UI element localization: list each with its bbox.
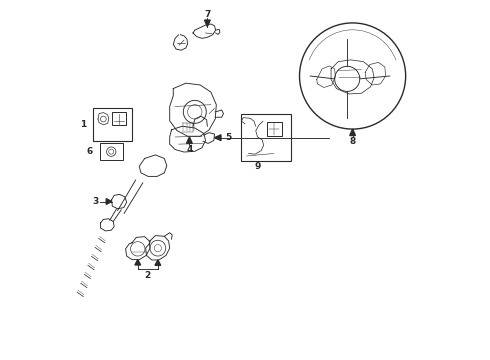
- Polygon shape: [106, 199, 112, 204]
- Text: 2: 2: [145, 270, 151, 279]
- Bar: [267, 122, 282, 136]
- Polygon shape: [155, 260, 161, 265]
- Polygon shape: [135, 260, 141, 265]
- Text: 7: 7: [204, 10, 211, 19]
- Bar: [93, 108, 132, 140]
- Bar: [100, 143, 123, 160]
- Bar: [112, 112, 126, 126]
- Text: 1: 1: [80, 120, 86, 129]
- Bar: [242, 114, 291, 161]
- Text: 6: 6: [87, 147, 93, 156]
- Text: 4: 4: [186, 145, 193, 154]
- Polygon shape: [187, 137, 192, 143]
- Text: 8: 8: [349, 137, 356, 146]
- Polygon shape: [204, 20, 210, 27]
- Polygon shape: [350, 129, 355, 135]
- Text: 5: 5: [225, 133, 231, 142]
- Polygon shape: [215, 135, 221, 140]
- Text: 3: 3: [92, 197, 98, 206]
- Text: 9: 9: [255, 162, 261, 171]
